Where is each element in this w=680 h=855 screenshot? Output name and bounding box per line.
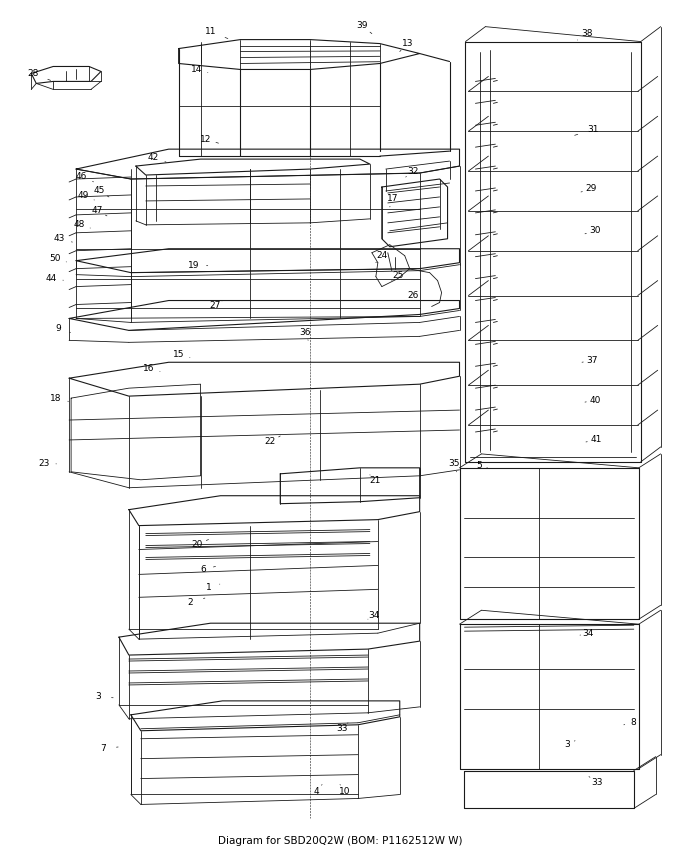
- Text: 3: 3: [564, 740, 570, 749]
- Text: 34: 34: [582, 628, 594, 638]
- Text: 28: 28: [28, 69, 39, 78]
- Text: 15: 15: [173, 350, 184, 359]
- Text: 49: 49: [78, 192, 89, 200]
- Text: 42: 42: [147, 152, 158, 162]
- Text: 14: 14: [191, 65, 202, 74]
- Text: 47: 47: [91, 206, 103, 215]
- Text: 3: 3: [95, 693, 101, 701]
- Text: 25: 25: [392, 271, 403, 280]
- Text: 34: 34: [368, 610, 379, 620]
- Text: 38: 38: [581, 29, 593, 38]
- Text: 16: 16: [143, 363, 154, 373]
- Text: 46: 46: [75, 172, 87, 180]
- Text: 33: 33: [591, 778, 602, 787]
- Text: 9: 9: [55, 324, 61, 333]
- Text: 13: 13: [402, 39, 413, 48]
- Text: 7: 7: [100, 744, 106, 753]
- Text: 21: 21: [369, 476, 381, 486]
- Text: 30: 30: [589, 227, 600, 235]
- Text: 1: 1: [205, 583, 211, 592]
- Text: 24: 24: [376, 251, 388, 260]
- Text: 36: 36: [299, 327, 311, 337]
- Text: 31: 31: [588, 125, 598, 133]
- Text: 37: 37: [586, 356, 598, 365]
- Text: 26: 26: [407, 291, 418, 300]
- Text: 20: 20: [191, 540, 202, 549]
- Text: 50: 50: [50, 254, 61, 263]
- Text: 19: 19: [188, 261, 199, 270]
- Text: 45: 45: [93, 186, 105, 196]
- Text: 17: 17: [387, 194, 398, 203]
- Text: 43: 43: [54, 234, 65, 244]
- Text: 32: 32: [407, 167, 418, 175]
- Text: 22: 22: [265, 438, 276, 446]
- Text: Diagram for SBD20Q2W (BOM: P1162512W W): Diagram for SBD20Q2W (BOM: P1162512W W): [218, 836, 462, 846]
- Text: 39: 39: [356, 21, 368, 30]
- Text: 18: 18: [50, 393, 62, 403]
- Text: 40: 40: [590, 396, 600, 404]
- Text: 41: 41: [590, 435, 602, 445]
- Text: 6: 6: [201, 565, 207, 574]
- Text: 23: 23: [39, 459, 50, 469]
- Text: 35: 35: [449, 459, 460, 469]
- Text: 5: 5: [477, 462, 482, 470]
- Text: 29: 29: [585, 185, 596, 193]
- Text: 48: 48: [73, 221, 85, 229]
- Text: 44: 44: [46, 274, 57, 283]
- Text: 33: 33: [336, 724, 347, 734]
- Text: 27: 27: [210, 301, 221, 310]
- Text: 12: 12: [200, 135, 211, 144]
- Text: 8: 8: [630, 718, 636, 728]
- Text: 2: 2: [188, 598, 193, 607]
- Text: 11: 11: [205, 27, 216, 36]
- Text: 10: 10: [339, 787, 351, 796]
- Text: 4: 4: [313, 787, 319, 796]
